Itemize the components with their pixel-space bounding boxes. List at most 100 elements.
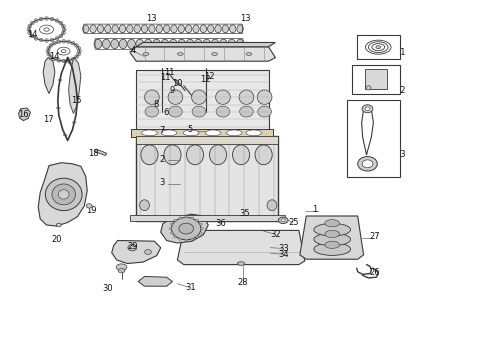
- Ellipse shape: [170, 39, 177, 49]
- Ellipse shape: [170, 232, 173, 234]
- Ellipse shape: [237, 262, 245, 265]
- Ellipse shape: [236, 39, 244, 49]
- Ellipse shape: [141, 25, 148, 33]
- Ellipse shape: [141, 145, 158, 165]
- Ellipse shape: [52, 57, 56, 61]
- Ellipse shape: [183, 130, 199, 136]
- Ellipse shape: [145, 106, 159, 117]
- Bar: [365, 69, 387, 89]
- Ellipse shape: [199, 232, 202, 234]
- Ellipse shape: [136, 39, 144, 49]
- Ellipse shape: [34, 19, 38, 22]
- Ellipse shape: [28, 31, 32, 35]
- Ellipse shape: [86, 204, 92, 208]
- Ellipse shape: [200, 228, 203, 230]
- Ellipse shape: [192, 90, 206, 104]
- Bar: [136, 70, 269, 130]
- Ellipse shape: [281, 219, 285, 222]
- Polygon shape: [136, 42, 275, 47]
- Ellipse shape: [145, 90, 159, 104]
- Ellipse shape: [57, 40, 61, 44]
- Ellipse shape: [168, 90, 183, 104]
- Ellipse shape: [49, 55, 53, 59]
- Ellipse shape: [161, 39, 169, 49]
- Ellipse shape: [59, 21, 63, 25]
- Ellipse shape: [45, 17, 49, 20]
- Ellipse shape: [362, 105, 373, 113]
- Ellipse shape: [178, 25, 184, 33]
- Ellipse shape: [173, 236, 176, 238]
- Text: 20: 20: [51, 235, 62, 244]
- Ellipse shape: [186, 39, 194, 49]
- Ellipse shape: [203, 39, 211, 49]
- Ellipse shape: [226, 130, 242, 136]
- Text: 12: 12: [204, 72, 215, 81]
- Ellipse shape: [112, 25, 119, 33]
- Ellipse shape: [157, 110, 166, 113]
- Ellipse shape: [366, 86, 371, 90]
- Ellipse shape: [163, 25, 170, 33]
- Text: 26: 26: [369, 269, 380, 277]
- Ellipse shape: [278, 217, 288, 224]
- Polygon shape: [161, 214, 208, 243]
- Polygon shape: [130, 47, 275, 61]
- Ellipse shape: [61, 31, 65, 35]
- Bar: [136, 136, 278, 221]
- Ellipse shape: [39, 17, 43, 21]
- Ellipse shape: [314, 243, 351, 256]
- Text: 25: 25: [289, 218, 299, 227]
- Ellipse shape: [229, 25, 236, 33]
- Ellipse shape: [191, 217, 194, 219]
- Ellipse shape: [185, 239, 188, 241]
- Ellipse shape: [325, 241, 340, 248]
- Ellipse shape: [67, 40, 71, 44]
- Ellipse shape: [49, 44, 53, 47]
- Ellipse shape: [240, 106, 253, 117]
- Ellipse shape: [222, 25, 228, 33]
- Bar: [130, 215, 285, 221]
- Ellipse shape: [178, 39, 186, 49]
- Ellipse shape: [196, 219, 199, 221]
- Text: 13: 13: [147, 14, 157, 23]
- Text: 22: 22: [395, 86, 406, 95]
- Ellipse shape: [111, 39, 119, 49]
- Ellipse shape: [74, 55, 78, 59]
- Ellipse shape: [212, 53, 218, 55]
- Text: 32: 32: [270, 230, 281, 239]
- Ellipse shape: [201, 110, 210, 113]
- Ellipse shape: [104, 25, 111, 33]
- Bar: [136, 136, 278, 144]
- Ellipse shape: [179, 223, 194, 234]
- Ellipse shape: [47, 52, 51, 56]
- Ellipse shape: [156, 25, 162, 33]
- Ellipse shape: [257, 90, 272, 104]
- Text: 10: 10: [172, 79, 183, 88]
- Polygon shape: [112, 240, 161, 264]
- Ellipse shape: [50, 38, 54, 42]
- Ellipse shape: [97, 25, 104, 33]
- Text: 19: 19: [86, 206, 97, 215]
- Ellipse shape: [314, 233, 351, 246]
- Text: 2: 2: [159, 155, 164, 163]
- Text: 27: 27: [369, 233, 380, 242]
- Ellipse shape: [30, 21, 34, 25]
- Bar: [352, 65, 400, 94]
- Text: 24: 24: [356, 128, 367, 137]
- Ellipse shape: [187, 145, 204, 165]
- Polygon shape: [38, 163, 87, 226]
- Ellipse shape: [30, 34, 34, 38]
- Ellipse shape: [77, 49, 81, 53]
- Text: 33: 33: [278, 244, 289, 253]
- Ellipse shape: [55, 37, 59, 40]
- Ellipse shape: [365, 107, 370, 111]
- Ellipse shape: [228, 39, 236, 49]
- Ellipse shape: [34, 37, 38, 40]
- Ellipse shape: [127, 39, 135, 49]
- Ellipse shape: [128, 244, 137, 251]
- Text: 5: 5: [188, 125, 193, 134]
- Ellipse shape: [195, 39, 202, 49]
- Ellipse shape: [239, 90, 254, 104]
- Ellipse shape: [140, 200, 149, 211]
- Text: 12: 12: [200, 75, 211, 84]
- Ellipse shape: [258, 106, 271, 117]
